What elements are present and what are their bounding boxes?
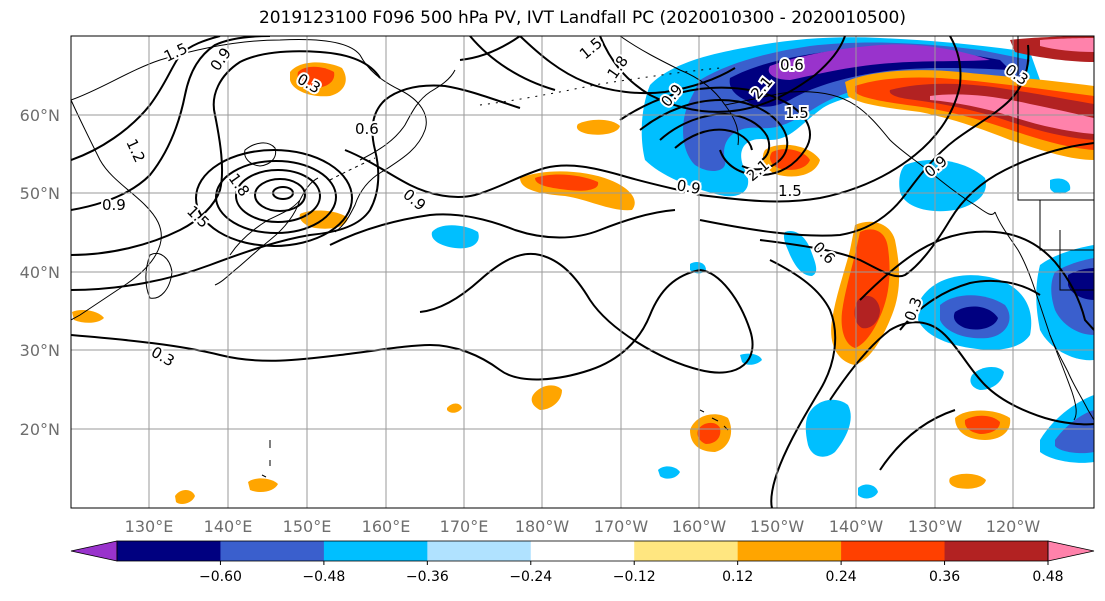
shade-pos-small-a [531, 385, 562, 410]
colorbar-tick-label: 0.48 [1032, 569, 1063, 585]
colorbar-tick-label: 0.24 [826, 569, 857, 585]
colorbar-cell [220, 541, 325, 561]
lat-label: 20°N [20, 420, 60, 439]
colorbar-tick-label: 0.36 [929, 569, 960, 585]
lon-label: 170°E [440, 517, 489, 536]
contour-label: 1.5 [778, 182, 802, 200]
shade-pos-kuril [576, 119, 620, 135]
shade-neg-bc-pale [1050, 178, 1071, 194]
chart-title: 2019123100 F096 500 hPa PV, IVT Landfall… [258, 8, 906, 28]
contour-label: 0.9 [675, 176, 702, 198]
colorbar-cells [70, 540, 1095, 562]
colorbar-cell [841, 541, 946, 561]
colorbar-tick-label: −0.60 [199, 569, 242, 585]
lon-label: 150°E [283, 517, 332, 536]
colorbar-tick-label: −0.36 [406, 569, 449, 585]
colorbar-tick-label: −0.48 [302, 569, 345, 585]
shade-pos-hawaii-red [697, 422, 721, 444]
shade-pos-small-f [72, 310, 104, 323]
contour-label: 0.9 [102, 196, 126, 214]
contour-label: 0.6 [780, 56, 804, 74]
latitude-labels: 60°N 50°N 40°N 30°N 20°N [20, 106, 60, 439]
colorbar-cell [323, 541, 428, 561]
lon-label: 170°W [594, 517, 649, 536]
lat-label: 50°N [20, 184, 60, 203]
colorbar-cell [944, 541, 1049, 561]
colorbar-cell [427, 541, 532, 561]
shade-neg-calif-navy [953, 306, 998, 330]
shade-pos-small-e [175, 490, 195, 504]
colorbar-tick-label: 0.12 [722, 569, 753, 585]
colorbar: −0.60 −0.48 −0.36 −0.24 −0.12 0.12 0.24 0.36 0.4… [70, 540, 1095, 585]
shade-pos-canada-pink [930, 94, 1094, 134]
colorbar-cell [737, 541, 842, 561]
lon-label: 160°E [362, 517, 411, 536]
colorbar-cell [634, 541, 739, 561]
shade-pos-canada-top-pink [1040, 38, 1094, 52]
colorbar-cell [530, 541, 635, 561]
colorbar-tick-label: −0.24 [509, 569, 552, 585]
lon-label: 150°W [750, 517, 805, 536]
plot-frame [70, 35, 1095, 509]
lon-label: 160°W [672, 517, 727, 536]
lon-label: 120°W [986, 517, 1041, 536]
lat-label: 60°N [20, 106, 60, 125]
colorbar-extend-high [1047, 540, 1095, 562]
graticule [71, 36, 1094, 508]
lat-label: 30°N [20, 341, 60, 360]
shade-pos-nepac-dark [854, 295, 880, 329]
shade-neg-midpac [431, 225, 479, 249]
shade-neg-mexico-royal [1055, 410, 1094, 454]
shade-neg-hawaii [658, 466, 680, 479]
lon-label: 140°E [204, 517, 253, 536]
lat-label: 40°N [20, 263, 60, 282]
shading-layer [72, 36, 1094, 504]
colorbar-frame [116, 540, 1049, 562]
colorbar-tick-label: −0.12 [613, 569, 656, 585]
shade-neg-east-coast [783, 230, 817, 276]
shade-neg-south [805, 399, 851, 457]
colorbar-cell [117, 541, 221, 561]
lon-label: 130°E [125, 517, 174, 536]
shade-neg-west-small [858, 484, 878, 499]
shade-pos-central-red [535, 174, 599, 191]
lon-label: 130°W [908, 517, 963, 536]
lon-label: 140°W [829, 517, 884, 536]
contour-label: 0.6 [355, 120, 379, 138]
shade-pos-gulf-small-red [770, 149, 810, 170]
colorbar-extend-low [70, 540, 118, 562]
shade-pos-small-c [949, 473, 986, 489]
lon-label: 180°W [515, 517, 570, 536]
longitude-labels: 130°E 140°E 150°E 160°E 170°E 180°W 170°… [125, 517, 1041, 536]
shade-neg-south2 [970, 366, 1004, 390]
colorbar-ticks: −0.60 −0.48 −0.36 −0.24 −0.12 0.12 0.24 0.36 0.4… [199, 561, 1064, 585]
contour-label: 1.5 [785, 104, 809, 122]
shade-pos-small-b [447, 403, 462, 413]
shade-pos-small-d [248, 478, 278, 492]
